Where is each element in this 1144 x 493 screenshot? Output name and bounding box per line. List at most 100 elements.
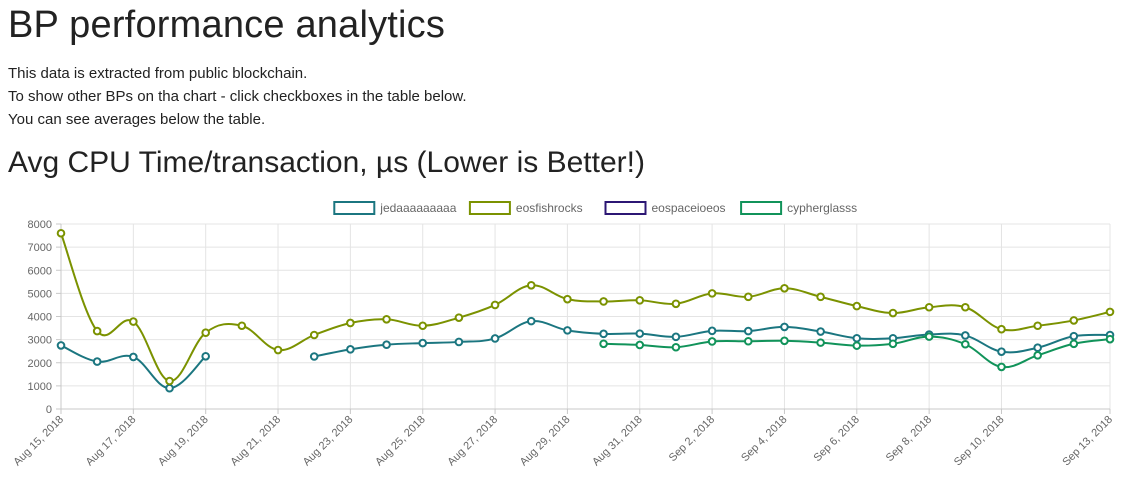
data-point-jedaaaaaaaaa[interactable] bbox=[490, 334, 500, 343]
data-point-jedaaaaaaaaa[interactable] bbox=[526, 316, 536, 326]
intro-line-2: To show other BPs on tha chart - click c… bbox=[8, 88, 467, 105]
data-point-cypherglasss[interactable] bbox=[599, 339, 608, 349]
data-point-jedaaaaaaaaa[interactable] bbox=[599, 329, 608, 339]
data-point-eosfishrocks[interactable] bbox=[454, 313, 464, 322]
data-point-eosfishrocks[interactable] bbox=[273, 345, 283, 355]
x-tick-label: Aug 27, 2018 bbox=[445, 414, 500, 469]
data-point-jedaaaaaaaaa[interactable] bbox=[743, 326, 753, 336]
x-tick-label: Sep 2, 2018 bbox=[667, 414, 717, 464]
data-point-jedaaaaaaaaa[interactable] bbox=[165, 383, 174, 393]
legend-label-jedaaaaaaaaa[interactable]: jedaaaaaaaaa bbox=[379, 201, 456, 215]
data-point-eosfishrocks[interactable] bbox=[1033, 321, 1042, 331]
data-point-eosfishrocks[interactable] bbox=[924, 302, 934, 312]
x-tick-label: Aug 29, 2018 bbox=[518, 414, 573, 469]
x-tick-label: Aug 31, 2018 bbox=[590, 414, 645, 469]
legend-label-cypherglasss[interactable]: cypherglasss bbox=[787, 201, 857, 215]
data-point-jedaaaaaaaaa[interactable] bbox=[635, 329, 645, 338]
data-point-jedaaaaaaaaa[interactable] bbox=[1069, 331, 1079, 341]
data-point-eosfishrocks[interactable] bbox=[599, 297, 608, 306]
y-tick-label: 2000 bbox=[28, 358, 52, 370]
legend-swatch-eosfishrocks[interactable] bbox=[468, 201, 511, 215]
data-point-eosfishrocks[interactable] bbox=[1069, 316, 1079, 325]
data-point-jedaaaaaaaaa[interactable] bbox=[997, 347, 1006, 356]
x-tick-label: Aug 19, 2018 bbox=[156, 414, 211, 469]
x-tick-label: Sep 6, 2018 bbox=[811, 414, 861, 464]
data-point-eosfishrocks[interactable] bbox=[852, 301, 862, 311]
data-point-jedaaaaaaaaa[interactable] bbox=[346, 345, 355, 354]
legend-swatch-cypherglasss[interactable] bbox=[740, 201, 783, 215]
data-point-eosfishrocks[interactable] bbox=[707, 289, 717, 298]
data-point-eosfishrocks[interactable] bbox=[490, 300, 500, 310]
y-tick-label: 1000 bbox=[28, 381, 52, 393]
data-point-cypherglasss[interactable] bbox=[671, 342, 681, 352]
data-point-eosfishrocks[interactable] bbox=[309, 330, 319, 340]
y-tick-label: 3000 bbox=[28, 335, 52, 347]
x-tick-label: Aug 23, 2018 bbox=[301, 414, 356, 469]
x-tick-label: Sep 4, 2018 bbox=[739, 414, 789, 464]
data-point-jedaaaaaaaaa[interactable] bbox=[563, 326, 572, 335]
data-point-cypherglasss[interactable] bbox=[924, 332, 934, 341]
data-point-eosfishrocks[interactable] bbox=[671, 299, 681, 309]
data-point-cypherglasss[interactable] bbox=[1105, 334, 1115, 344]
data-point-eosfishrocks[interactable] bbox=[92, 326, 102, 336]
data-point-jedaaaaaaaaa[interactable] bbox=[780, 322, 789, 332]
data-point-cypherglasss[interactable] bbox=[816, 338, 825, 347]
y-tick-label: 0 bbox=[46, 404, 52, 416]
data-point-cypherglasss[interactable] bbox=[780, 336, 789, 346]
data-point-jedaaaaaaaaa[interactable] bbox=[816, 327, 825, 336]
data-point-eosfishrocks[interactable] bbox=[526, 280, 536, 290]
data-point-eosfishrocks[interactable] bbox=[1105, 307, 1115, 317]
data-point-jedaaaaaaaaa[interactable] bbox=[309, 352, 319, 361]
data-point-jedaaaaaaaaa[interactable] bbox=[961, 331, 970, 340]
data-point-eosfishrocks[interactable] bbox=[56, 228, 66, 238]
data-point-jedaaaaaaaaa[interactable] bbox=[129, 352, 138, 362]
data-point-eosfishrocks[interactable] bbox=[563, 294, 572, 304]
data-point-eosfishrocks[interactable] bbox=[888, 308, 898, 318]
legend-swatch-jedaaaaaaaaa[interactable] bbox=[333, 201, 376, 215]
data-point-jedaaaaaaaaa[interactable] bbox=[852, 333, 862, 343]
data-point-eosfishrocks[interactable] bbox=[816, 292, 825, 302]
legend-label-eosfishrocks[interactable]: eosfishrocks bbox=[516, 201, 583, 215]
data-point-jedaaaaaaaaa[interactable] bbox=[56, 341, 66, 350]
data-point-cypherglasss[interactable] bbox=[1069, 339, 1079, 349]
data-point-jedaaaaaaaaa[interactable] bbox=[671, 332, 681, 342]
legend-swatch-eospaceioeos[interactable] bbox=[604, 201, 647, 215]
data-point-eosfishrocks[interactable] bbox=[780, 283, 789, 293]
x-tick-label: Sep 10, 2018 bbox=[952, 414, 1007, 469]
data-point-eosfishrocks[interactable] bbox=[961, 302, 970, 312]
data-point-eosfishrocks[interactable] bbox=[418, 321, 428, 331]
data-point-cypherglasss[interactable] bbox=[888, 339, 898, 349]
x-tick-label: Sep 8, 2018 bbox=[884, 414, 934, 464]
data-point-jedaaaaaaaaa[interactable] bbox=[201, 351, 210, 361]
y-tick-label: 6000 bbox=[28, 265, 52, 277]
data-point-eosfishrocks[interactable] bbox=[997, 324, 1006, 334]
data-point-jedaaaaaaaaa[interactable] bbox=[418, 338, 428, 348]
x-tick-label: Aug 17, 2018 bbox=[84, 414, 139, 469]
data-point-cypherglasss[interactable] bbox=[1033, 351, 1042, 360]
intro-text: This data is extracted from public block… bbox=[8, 62, 467, 131]
data-point-eosfishrocks[interactable] bbox=[346, 318, 355, 328]
data-point-eosfishrocks[interactable] bbox=[237, 321, 247, 331]
data-point-jedaaaaaaaaa[interactable] bbox=[454, 337, 464, 347]
data-point-jedaaaaaaaaa[interactable] bbox=[382, 340, 391, 350]
data-point-eosfishrocks[interactable] bbox=[165, 376, 174, 386]
data-point-cypherglasss[interactable] bbox=[852, 341, 862, 350]
page-title: BP performance analytics bbox=[8, 4, 446, 46]
x-tick-label: Sep 13, 2018 bbox=[1060, 414, 1115, 469]
data-point-cypherglasss[interactable] bbox=[635, 340, 645, 350]
legend-label-eospaceioeos[interactable]: eospaceioeos bbox=[652, 201, 726, 215]
chart-title: Avg CPU Time/transaction, µs (Lower is B… bbox=[8, 146, 645, 179]
data-point-eosfishrocks[interactable] bbox=[635, 296, 645, 305]
data-point-cypherglasss[interactable] bbox=[707, 337, 717, 346]
data-point-cypherglasss[interactable] bbox=[961, 339, 970, 349]
data-point-eosfishrocks[interactable] bbox=[743, 292, 753, 302]
data-point-jedaaaaaaaaa[interactable] bbox=[92, 357, 102, 366]
data-point-eosfishrocks[interactable] bbox=[382, 314, 391, 324]
data-point-eosfishrocks[interactable] bbox=[201, 328, 210, 337]
data-point-cypherglasss[interactable] bbox=[743, 336, 753, 346]
data-point-eosfishrocks[interactable] bbox=[129, 317, 138, 326]
data-point-cypherglasss[interactable] bbox=[997, 362, 1006, 372]
data-point-jedaaaaaaaaa[interactable] bbox=[1033, 343, 1042, 353]
data-point-jedaaaaaaaaa[interactable] bbox=[707, 326, 717, 336]
